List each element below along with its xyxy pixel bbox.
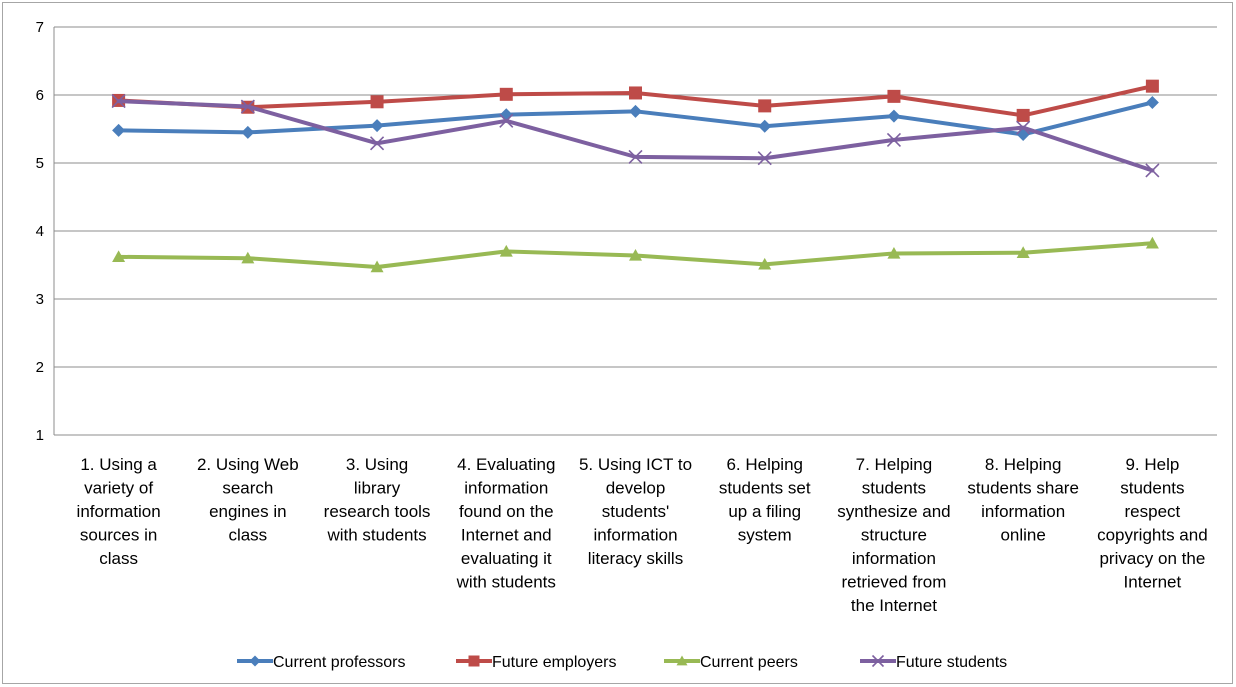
data-point-current-peers-4 (499, 244, 513, 257)
y-tick-label-1: 1 (36, 427, 44, 444)
legend-marker-future-students (871, 654, 885, 668)
data-point-future-students-6 (757, 151, 772, 166)
y-tick-label-3: 3 (36, 291, 44, 308)
series-current-peers (112, 236, 1159, 273)
data-point-future-employers-7 (887, 89, 901, 103)
data-point-current-professors-6 (758, 119, 772, 133)
x-category-label-5: 5. Using ICT to develop students' informati… (579, 455, 692, 568)
y-tick-label-6: 6 (36, 87, 44, 104)
legend-label-future-students: Future students (896, 654, 1007, 671)
data-point-future-students-9 (1145, 163, 1160, 178)
data-point-future-employers-3 (370, 95, 384, 109)
y-tick-label-7: 7 (36, 19, 44, 36)
legend-label-future-employers: Future employers (492, 654, 617, 671)
data-point-current-peers-1 (112, 250, 126, 263)
data-point-current-peers-2 (241, 251, 255, 264)
data-point-current-professors-3 (370, 119, 384, 133)
legend-item-current-professors: Current professors (237, 654, 406, 671)
data-point-future-employers-6 (758, 99, 772, 113)
data-point-future-students-1 (111, 94, 126, 109)
legend-item-future-employers: Future employers (456, 654, 617, 671)
data-point-current-professors-7 (887, 109, 901, 123)
data-point-future-students-4 (499, 113, 514, 128)
y-tick-label-2: 2 (36, 359, 44, 376)
data-point-current-peers-6 (758, 257, 772, 270)
y-tick-label-5: 5 (36, 155, 44, 172)
data-point-future-employers-4 (499, 87, 513, 101)
x-category-label-1: 1. Using a variety of information sources i… (77, 455, 161, 568)
data-point-future-students-7 (886, 132, 902, 147)
data-point-current-professors-9 (1145, 95, 1159, 109)
series-future-students (111, 94, 1160, 178)
legend-marker-future-employers (468, 655, 480, 667)
data-point-future-students-8 (1016, 120, 1031, 135)
legend-label-current-professors: Current professors (273, 654, 406, 671)
data-point-current-peers-5 (629, 248, 642, 261)
x-category-label-6: 6. Helping students set up a filing system (719, 455, 811, 545)
data-point-future-employers-9 (1145, 79, 1159, 93)
x-category-label-2: 2. Using Web search engines in class (197, 455, 299, 545)
data-point-current-professors-5 (629, 104, 642, 118)
series-future-employers (112, 79, 1159, 122)
data-point-current-peers-8 (1016, 246, 1030, 258)
data-point-future-students-3 (369, 136, 385, 151)
y-tick-label-4: 4 (36, 223, 44, 240)
data-point-current-peers-7 (887, 246, 901, 259)
data-point-future-employers-5 (629, 86, 642, 100)
x-category-label-3: 3. Using library research tools with studen… (324, 455, 431, 545)
x-category-label-4: 4. Evaluating information found on the Inte… (456, 455, 556, 592)
legend-label-current-peers: Current peers (700, 654, 798, 671)
x-category-label-9: 9. Help students respect copyrights and priv… (1097, 455, 1208, 592)
legend-item-future-students: Future students (860, 654, 1007, 671)
data-point-future-students-2 (240, 99, 255, 114)
legend-item-current-peers: Current peers (664, 654, 798, 671)
data-point-current-peers-3 (370, 260, 384, 273)
data-point-future-employers-8 (1016, 108, 1030, 122)
legend-marker-current-professors (249, 655, 261, 667)
data-point-current-peers-9 (1145, 236, 1159, 249)
x-category-label-8: 8. Helping students share information onlin… (967, 455, 1079, 545)
data-point-current-professors-1 (112, 123, 126, 137)
series-current-professors (112, 95, 1159, 141)
x-category-label-7: 7. Helping students synthesize and structur… (837, 455, 950, 615)
legend-marker-current-peers (676, 655, 688, 666)
data-point-current-professors-2 (241, 125, 255, 139)
data-point-future-students-5 (628, 149, 643, 164)
